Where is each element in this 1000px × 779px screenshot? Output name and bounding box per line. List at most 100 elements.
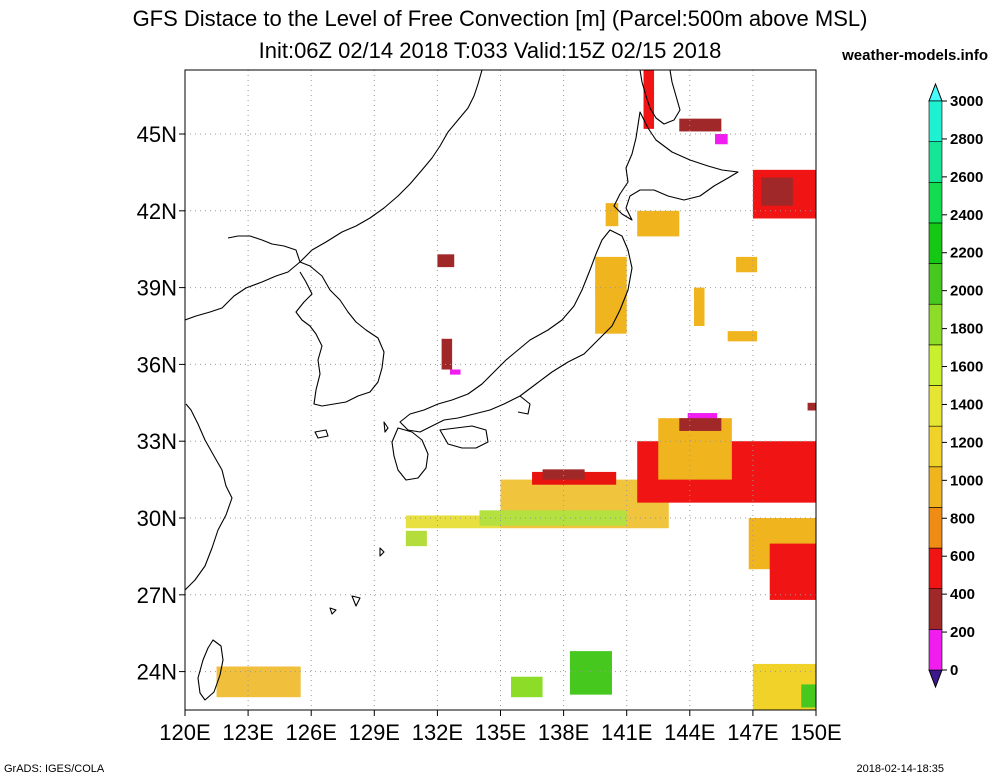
colorbar-label: 2600 xyxy=(950,169,983,186)
field-pacific-40n xyxy=(736,256,758,273)
colorbar-label: 2000 xyxy=(950,283,983,300)
x-tick-label: 123E xyxy=(222,720,273,745)
colorbar-label: 1600 xyxy=(950,359,983,376)
coastline-ryukyu-1 xyxy=(379,547,385,557)
timestamp: 2018-02-14-18:35 xyxy=(856,763,944,775)
colorbar: 0 200 400 600 800 1000 1200 1400 1600 1800 2000 220… xyxy=(928,82,983,689)
credit-grads: GrADS: IGES/COLA xyxy=(4,763,105,775)
x-tick-label: 129E xyxy=(349,720,400,745)
field-amami-patch xyxy=(405,530,427,547)
colorbar-label: 1200 xyxy=(950,434,983,451)
field-pacific-39n xyxy=(694,287,705,326)
field-tohoku-orange xyxy=(595,256,627,334)
field-okhotsk-magenta xyxy=(715,134,728,145)
coastline-tsushima xyxy=(383,421,389,433)
colorbar-box xyxy=(928,344,943,386)
field-minami-green xyxy=(511,676,543,698)
colorbar-box xyxy=(928,385,943,427)
colorbar-arrow-bottom xyxy=(928,669,943,689)
coastline-primorye xyxy=(299,70,483,263)
coastline-ryukyu-2 xyxy=(351,595,361,607)
colorbar-box xyxy=(928,100,943,142)
map-subtitle: Init:06Z 02/14 2018 T:033 Valid:15Z 02/1… xyxy=(258,38,722,63)
lfc-field-layer xyxy=(216,70,816,710)
gridlines xyxy=(185,70,816,710)
colorbar-label: 800 xyxy=(950,510,975,527)
colorbar-box xyxy=(928,507,943,549)
colorbar-label: 200 xyxy=(950,624,975,641)
field-korea-magenta xyxy=(450,369,461,375)
colorbar-box xyxy=(928,588,943,630)
x-tick-label: 141E xyxy=(601,720,652,745)
colorbar-box xyxy=(928,466,943,508)
colorbar-label: 2400 xyxy=(950,207,983,224)
field-izu-magenta xyxy=(687,413,718,421)
colorbar-arrow-top xyxy=(928,82,943,102)
x-tick-label: 150E xyxy=(790,720,841,745)
field-se-red xyxy=(769,543,816,600)
coastline-kyushu xyxy=(391,427,429,481)
map-title: GFS Distace to the Level of Free Convect… xyxy=(132,6,868,31)
x-tick-label: 120E xyxy=(159,720,210,745)
y-tick-label: 30N xyxy=(137,506,177,531)
colorbar-box xyxy=(928,141,943,183)
coastline-jeju xyxy=(314,429,329,439)
coastline-honshu xyxy=(399,229,633,433)
colorbar-label: 3000 xyxy=(950,93,983,110)
coastline-boso xyxy=(517,395,531,415)
field-sea-japan-brown xyxy=(437,254,455,268)
field-hokkaido-red xyxy=(643,70,655,129)
colorbar-label: 1800 xyxy=(950,321,983,338)
colorbar-label: 0 xyxy=(950,662,958,679)
y-tick-label: 33N xyxy=(137,429,177,454)
y-tick-label: 36N xyxy=(137,352,177,377)
colorbar-box xyxy=(928,547,943,590)
field-southern-band-green xyxy=(479,510,627,526)
colorbar-box xyxy=(928,425,943,468)
y-tick-label: 45N xyxy=(137,122,177,147)
coastline-hokkaido xyxy=(613,111,739,221)
field-okhotsk-brown xyxy=(679,118,722,132)
y-tick-label: 27N xyxy=(137,583,177,608)
y-tick-label: 42N xyxy=(137,199,177,224)
coastline-sakhalin xyxy=(639,70,681,125)
coastline-layer xyxy=(185,70,739,701)
field-east-brown-dot xyxy=(807,402,816,411)
x-tick-label: 138E xyxy=(538,720,589,745)
y-tick-label: 24N xyxy=(137,660,177,685)
x-tick-label: 135E xyxy=(475,720,526,745)
site-label: weather-models.info xyxy=(842,47,988,64)
x-tick-label: 132E xyxy=(412,720,463,745)
x-tick-label: 126E xyxy=(286,720,337,745)
coastline-taiwan xyxy=(197,639,224,701)
colorbar-label: 1400 xyxy=(950,396,983,413)
coastline-shikoku xyxy=(439,425,489,449)
colorbar-label: 600 xyxy=(950,548,975,565)
field-ogasawara-green xyxy=(569,651,612,695)
field-sw-patch xyxy=(216,666,301,698)
axes-layer: 120E 123E 126E 129E 132E 135E 138E 141E 144E 147E… xyxy=(137,69,842,745)
colorbar-box xyxy=(928,222,943,264)
colorbar-label: 2200 xyxy=(950,245,983,262)
field-far-se-green xyxy=(801,684,816,708)
colorbar-label: 400 xyxy=(950,586,975,603)
y-tick-label: 39N xyxy=(137,276,177,301)
x-tick-label: 144E xyxy=(664,720,715,745)
colorbar-box xyxy=(928,303,943,346)
field-izu-brown xyxy=(679,418,722,431)
colorbar-box xyxy=(928,181,943,224)
field-southern-band-west xyxy=(405,515,501,529)
colorbar-label: 1000 xyxy=(950,472,983,489)
coastline-china-north xyxy=(185,235,301,321)
coastline-china xyxy=(185,403,233,591)
colorbar-box xyxy=(928,263,943,305)
colorbar-box xyxy=(928,629,943,671)
field-kuril-brown xyxy=(761,177,793,206)
colorbar-label: 2800 xyxy=(950,131,983,148)
field-pacific-38n xyxy=(727,331,758,342)
field-pacific-42n xyxy=(637,210,680,237)
coastline-ryukyu-3 xyxy=(329,607,337,615)
field-band-brown-top xyxy=(542,469,585,480)
coastline-korea xyxy=(295,261,385,407)
